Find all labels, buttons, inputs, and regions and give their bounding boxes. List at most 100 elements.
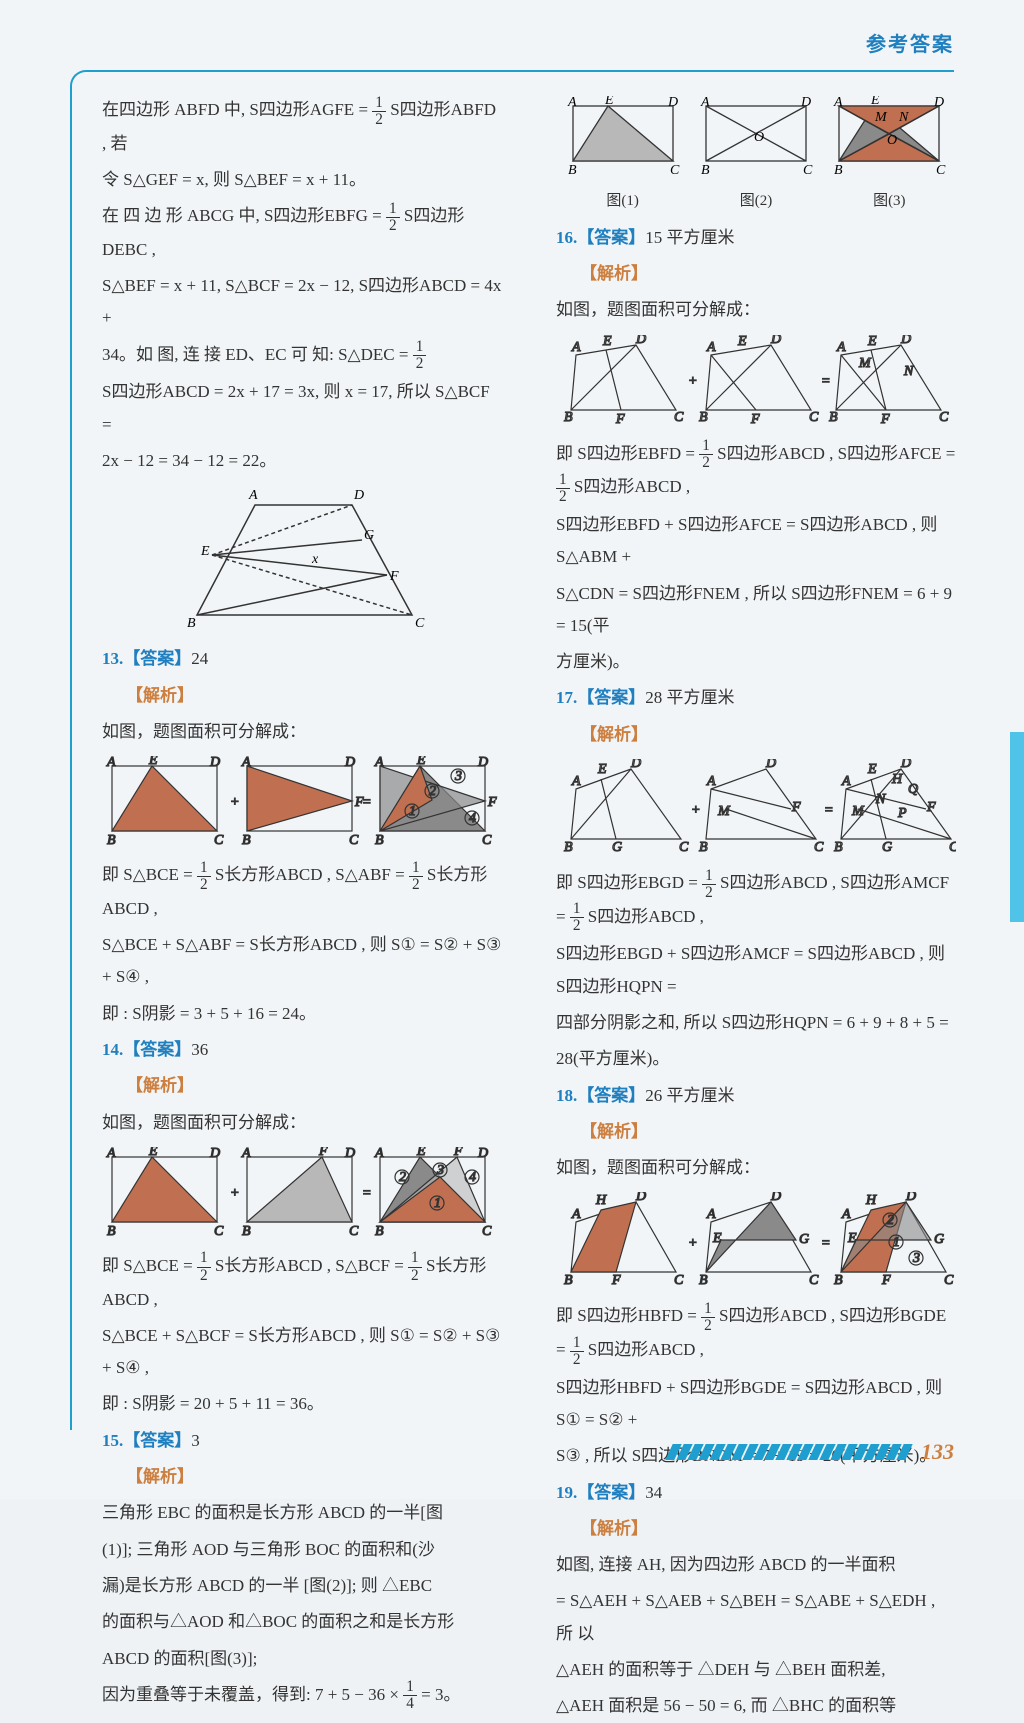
q19-head: 19.【答案】34	[556, 1477, 956, 1509]
qnum: 18.	[556, 1086, 577, 1105]
para: 即 : S阴影 = 3 + 5 + 16 = 24。	[102, 998, 502, 1030]
svg-text:M: M	[717, 804, 731, 819]
svg-text:A: A	[571, 340, 581, 355]
svg-text:G: G	[364, 528, 374, 543]
svg-text:D: D	[667, 96, 678, 110]
svg-text:A: A	[571, 774, 581, 789]
ans-val: 3	[191, 1431, 200, 1450]
svg-text:B: B	[699, 840, 708, 855]
para: 28(平方厘米)。	[556, 1043, 956, 1075]
para: 如图，题图面积可分解成：	[556, 1152, 956, 1184]
svg-text:A: A	[706, 774, 716, 789]
svg-text:4: 4	[469, 811, 476, 826]
page-number: 133	[921, 1431, 954, 1473]
svg-text:D: D	[800, 96, 811, 110]
svg-text:E: E	[200, 544, 210, 559]
svg-text:C: C	[939, 410, 949, 425]
svg-text:F: F	[611, 1273, 621, 1288]
diagram-q16: AED BFC + AED BFC = AED BFC MN	[556, 335, 956, 430]
svg-text:G: G	[612, 840, 622, 855]
svg-text:E: E	[870, 96, 880, 108]
para: 即 S△BCE = 12 S长方形ABCD , S△ABF = 12 S长方形A…	[102, 859, 502, 925]
q14-head: 14.【答案】36	[102, 1034, 502, 1066]
para: 即 S四边形EBFD = 12 S四边形ABCD , S四边形AFCE = 12…	[556, 438, 956, 505]
svg-text:M: M	[858, 356, 872, 371]
svg-text:+: +	[691, 803, 700, 818]
svg-text:C: C	[949, 840, 956, 855]
svg-text:B: B	[564, 410, 573, 425]
svg-text:D: D	[900, 335, 911, 347]
svg-text:G: G	[882, 840, 892, 855]
t: 34。如 图, 连 接 ED、EC 可 知: S△DEC =	[102, 345, 413, 364]
svg-text:3: 3	[436, 1163, 444, 1178]
svg-text:=: =	[821, 1236, 830, 1251]
para: 2x − 12 = 34 − 12 = 22。	[102, 445, 502, 477]
qnum: 13.	[102, 649, 123, 668]
svg-text:C: C	[349, 833, 359, 848]
ans-val: 26 平方厘米	[645, 1086, 734, 1105]
svg-text:B: B	[375, 833, 384, 848]
svg-text:B: B	[701, 163, 710, 176]
fig-2: ADO BC 图(2)	[696, 96, 816, 216]
svg-text:C: C	[803, 163, 813, 176]
svg-text:F: F	[318, 1147, 328, 1159]
para: 的面积与△AOD 和△BOC 的面积之和是长方形	[102, 1606, 502, 1638]
t: 即 S△BCE =	[102, 1256, 197, 1275]
svg-text:D: D	[635, 335, 646, 347]
para: ABCD 的面积[图(3)];	[102, 1643, 502, 1675]
left-column: 在四边形 ABFD 中, S四边形AGFE = 12 S四边形ABFD , 若 …	[72, 90, 512, 1430]
svg-text:C: C	[679, 840, 689, 855]
svg-text:+: +	[688, 374, 697, 389]
svg-text:C: C	[944, 1273, 954, 1288]
svg-text:B: B	[375, 1224, 384, 1239]
t: S四边形ABCD ,	[584, 1340, 704, 1359]
svg-text:F: F	[389, 569, 399, 584]
para: △AEH 的面积等于 △DEH 与 △BEH 面积差,	[556, 1654, 956, 1686]
svg-text:H: H	[865, 1193, 877, 1208]
svg-text:F: F	[453, 1147, 463, 1159]
svg-text:B: B	[699, 410, 708, 425]
svg-text:H: H	[595, 1193, 607, 1208]
svg-text:A: A	[374, 1147, 384, 1161]
para: 如图，题图面积可分解成：	[556, 294, 956, 326]
para: 即 S△BCE = 12 S长方形ABCD , S△BCF = 12 S长方形A…	[102, 1250, 502, 1316]
analysis-label: 【解析】	[556, 719, 956, 751]
svg-text:D: D	[900, 759, 911, 771]
ans-val: 28 平方厘米	[645, 688, 734, 707]
para: 34。如 图, 连 接 ED、EC 可 知: S△DEC = 12	[102, 339, 502, 373]
para: 四部分阴影之和, 所以 S四边形HQPN = 6 + 9 + 8 + 5 =	[556, 1007, 956, 1039]
svg-text:=: =	[821, 374, 830, 389]
para: (1)]; 三角形 AOD 与三角形 BOC 的面积和(沙	[102, 1534, 502, 1566]
svg-text:A: A	[841, 1207, 851, 1222]
svg-text:H: H	[891, 772, 903, 787]
svg-text:E: E	[597, 762, 607, 777]
svg-text:C: C	[936, 163, 946, 176]
svg-text:F: F	[615, 412, 625, 427]
svg-text:A: A	[567, 96, 577, 110]
para: 即 S四边形HBFD = 12 S四边形ABCD , S四边形BGDE = 12…	[556, 1300, 956, 1367]
svg-text:B: B	[107, 833, 116, 848]
para: 如图，题图面积可分解成：	[102, 1107, 502, 1139]
svg-text:B: B	[107, 1224, 116, 1239]
svg-text:4: 4	[469, 1170, 476, 1185]
svg-text:D: D	[635, 1192, 646, 1204]
svg-text:D: D	[353, 488, 364, 503]
para: 三角形 EBC 的面积是长方形 ABCD 的一半[图	[102, 1497, 502, 1529]
svg-text:A: A	[706, 340, 716, 355]
svg-text:B: B	[568, 163, 577, 176]
para: 令 S△GEF = x, 则 S△BEF = x + 11。	[102, 164, 502, 196]
svg-text:C: C	[214, 1224, 224, 1239]
ans-label: 【答案】	[123, 1431, 191, 1450]
para: = S△AEH + S△AEB + S△BEH = S△ABE + S△EDH …	[556, 1585, 956, 1650]
t: 即 S四边形EBFD =	[556, 444, 699, 463]
para: 即 S四边形EBGD = 12 S四边形ABCD , S四边形AMCF = 12…	[556, 867, 956, 934]
svg-text:P: P	[897, 806, 907, 821]
ans-val: 24	[191, 649, 208, 668]
fig-3: AED MNO BC 图(3)	[829, 96, 949, 216]
fig-label: 图(1)	[563, 187, 683, 216]
svg-text:A: A	[700, 96, 710, 110]
svg-text:E: E	[148, 756, 158, 768]
t: S长方形ABCD , S△BCF =	[211, 1256, 408, 1275]
svg-text:E: E	[737, 335, 747, 349]
svg-text:+: +	[688, 1236, 697, 1251]
